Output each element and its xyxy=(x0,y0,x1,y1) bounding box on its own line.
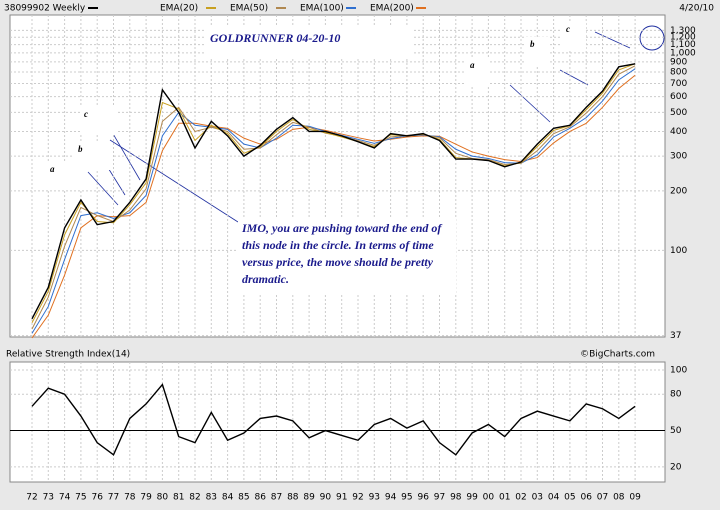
x-tick-label: 84 xyxy=(222,493,234,503)
x-tick-label: 95 xyxy=(401,493,412,503)
x-tick-label: 83 xyxy=(206,493,217,503)
x-tick-label: 77 xyxy=(108,493,119,503)
x-tick-label: 73 xyxy=(43,493,54,503)
annotation-box xyxy=(74,142,112,170)
symbol-label: 38099902 Weekly xyxy=(4,4,86,14)
y-tick-label: 1,300 xyxy=(670,26,696,36)
annotation-letter: b xyxy=(78,144,83,154)
x-tick-label: 09 xyxy=(629,493,641,503)
y-tick-label: 20 xyxy=(670,462,682,472)
x-tick-label: 72 xyxy=(26,493,37,503)
x-tick-label: 02 xyxy=(515,493,526,503)
date-label: 4/20/10 xyxy=(679,4,714,14)
x-tick-label: 01 xyxy=(499,493,510,503)
annotation-box xyxy=(80,107,118,135)
y-tick-label: 1,100 xyxy=(670,40,696,50)
x-tick-label: 99 xyxy=(466,493,478,503)
x-tick-label: 76 xyxy=(91,493,103,503)
x-tick-label: 80 xyxy=(157,493,169,503)
x-tick-label: 85 xyxy=(238,493,249,503)
legend-label: EMA(20) xyxy=(160,4,198,14)
x-tick-label: 87 xyxy=(271,493,282,503)
y-tick-label: 800 xyxy=(670,68,687,78)
annotation-letter: b xyxy=(530,39,535,49)
annotation-title: GOLDRUNNER 04-20-10 xyxy=(204,27,414,57)
x-tick-label: 00 xyxy=(483,493,495,503)
x-tick-label: 96 xyxy=(417,493,429,503)
rsi-title: Relative Strength Index(14) xyxy=(6,350,130,360)
credit: ©BigCharts.com xyxy=(580,350,655,360)
rsi-panel xyxy=(9,361,666,483)
y-tick-label: 100 xyxy=(670,246,687,256)
y-tick-label: 500 xyxy=(670,108,687,118)
x-tick-label: 88 xyxy=(287,493,299,503)
x-tick-label: 93 xyxy=(369,493,380,503)
x-tick-label: 94 xyxy=(385,493,397,503)
series-line xyxy=(31,63,636,320)
legend-label: EMA(100) xyxy=(300,4,344,14)
annotation-box xyxy=(466,58,490,86)
y-tick-label: 900 xyxy=(670,57,687,67)
annotation-letter: c xyxy=(566,24,570,34)
x-tick-label: 78 xyxy=(124,493,136,503)
x-tick-label: 91 xyxy=(336,493,347,503)
x-tick-label: 82 xyxy=(189,493,200,503)
highlight-circle xyxy=(639,25,665,51)
x-tick-label: 92 xyxy=(352,493,363,503)
x-tick-label: 07 xyxy=(597,493,608,503)
y-tick-label: 600 xyxy=(670,92,687,102)
x-tick-label: 81 xyxy=(173,493,184,503)
series-line xyxy=(31,383,636,456)
x-tick-label: 04 xyxy=(548,493,560,503)
y-tick-label: 37 xyxy=(670,331,681,341)
x-tick-label: 89 xyxy=(303,493,315,503)
x-tick-label: 75 xyxy=(75,493,86,503)
x-tick-label: 98 xyxy=(450,493,462,503)
y-tick-label: 100 xyxy=(670,366,687,376)
y-tick-label: 80 xyxy=(670,390,682,400)
x-tick-label: 97 xyxy=(434,493,445,503)
x-tick-label: 05 xyxy=(564,493,575,503)
y-tick-label: 1,000 xyxy=(670,48,696,58)
x-tick-label: 86 xyxy=(254,493,266,503)
annotation-letter: a xyxy=(50,164,55,174)
series-line xyxy=(31,63,636,323)
annotation-box xyxy=(562,22,586,50)
annotation-letter: a xyxy=(470,60,475,70)
annotation-note: IMO, you are pushing toward the end of t… xyxy=(238,218,456,294)
y-tick-label: 400 xyxy=(670,127,687,137)
y-tick-label: 700 xyxy=(670,79,687,89)
y-tick-label: 50 xyxy=(670,426,682,436)
x-tick-label: 08 xyxy=(613,493,625,503)
annotation-box xyxy=(526,37,550,65)
series-line xyxy=(31,74,636,339)
x-tick-label: 03 xyxy=(532,493,543,503)
legend-label: EMA(50) xyxy=(230,4,268,14)
y-tick-label: 1,200 xyxy=(670,33,696,43)
annotation-letter: c xyxy=(84,109,88,119)
x-tick-label: 79 xyxy=(140,493,152,503)
x-tick-label: 74 xyxy=(59,493,71,503)
legend-label: EMA(200) xyxy=(370,4,414,14)
y-tick-label: 300 xyxy=(670,152,687,162)
x-tick-label: 06 xyxy=(580,493,592,503)
y-tick-label: 200 xyxy=(670,186,687,196)
x-tick-label: 90 xyxy=(320,493,332,503)
